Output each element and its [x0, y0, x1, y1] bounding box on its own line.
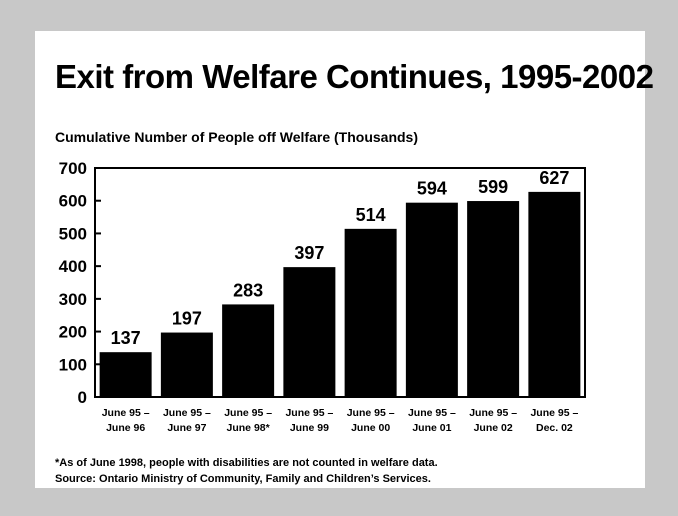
bar-value-label: 283	[233, 280, 263, 300]
x-axis-labels: June 95 – June 96 June 95 – June 97 June 95 …	[102, 407, 579, 434]
x-tick-label: June 95 –	[530, 407, 578, 419]
x-tick-label: June 96	[106, 422, 145, 434]
bar	[405, 202, 458, 397]
chart-subtitle: Cumulative Number of People off Welfare …	[55, 129, 419, 145]
bar-value-label: 599	[478, 177, 508, 197]
y-tick-label: 400	[59, 257, 87, 276]
bar-value-label: 594	[417, 179, 447, 199]
chart-panel: Exit from Welfare Continues, 1995-2002 C…	[35, 31, 654, 488]
x-tick-label: June 95 –	[408, 407, 456, 419]
bar	[528, 191, 581, 397]
footnote-source: Source: Ontario Ministry of Community, F…	[55, 473, 431, 485]
x-tick-label: June 00	[351, 422, 390, 434]
bars	[99, 191, 581, 397]
bar	[344, 228, 397, 397]
bar-value-label: 137	[111, 328, 141, 348]
bar-value-label: 627	[539, 168, 569, 188]
x-tick-label: June 95 –	[163, 407, 211, 419]
x-tick-label: June 99	[290, 422, 329, 434]
bar-chart: 0 100 200 300 400 500 600 700 137 197 283 397 514 59…	[59, 159, 586, 434]
y-tick-label: 600	[59, 192, 87, 211]
bar	[99, 352, 152, 397]
footnote-disabilities: *As of June 1998, people with disabiliti…	[55, 457, 438, 469]
y-tick-label: 100	[59, 355, 87, 374]
y-tick-label: 0	[78, 388, 87, 407]
x-tick-label: June 95 –	[347, 407, 395, 419]
chart-title: Exit from Welfare Continues, 1995-2002	[55, 58, 654, 95]
x-tick-label: Dec. 02	[536, 422, 573, 434]
bar-value-label: 514	[356, 205, 386, 225]
bar	[283, 267, 336, 397]
y-tick-label: 700	[59, 159, 87, 178]
y-tick-label: 200	[59, 323, 87, 342]
x-tick-label: June 95 –	[285, 407, 333, 419]
x-tick-label: June 02	[474, 422, 513, 434]
bar	[160, 332, 213, 397]
value-labels: 137 197 283 397 514 594 599 627	[111, 168, 570, 348]
x-tick-label: June 95 –	[469, 407, 517, 419]
x-tick-label: June 97	[167, 422, 206, 434]
plot-frame	[94, 167, 586, 398]
x-tick-label: June 95 –	[102, 407, 150, 419]
bar-value-label: 197	[172, 309, 202, 329]
y-tick-label: 300	[59, 290, 87, 309]
bar-value-label: 397	[294, 243, 324, 263]
x-tick-label: June 95 –	[224, 407, 272, 419]
x-tick-label: June 98*	[227, 422, 271, 434]
bar	[467, 201, 520, 397]
bar	[222, 304, 275, 397]
y-tick-label: 500	[59, 224, 87, 243]
x-tick-label: June 01	[412, 422, 451, 434]
